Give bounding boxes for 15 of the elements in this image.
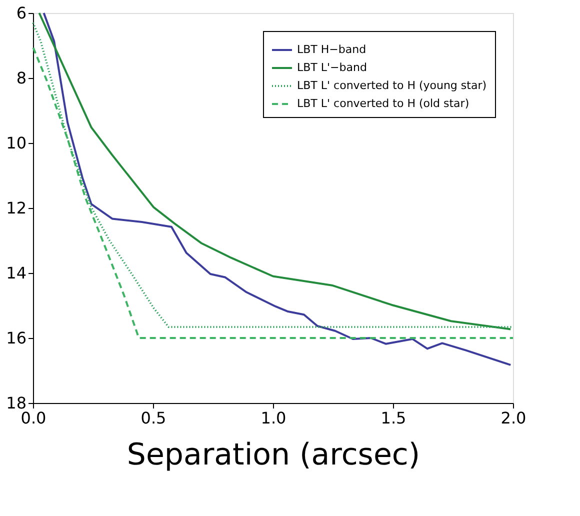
x-axis-title: Separation (arcsec) bbox=[126, 438, 420, 472]
y-tick-label: 10 bbox=[6, 134, 26, 152]
y-tick-label: 16 bbox=[6, 328, 26, 348]
legend-label: LBT L' converted to H (young star) bbox=[297, 79, 487, 92]
x-tick-label: 0.5 bbox=[140, 408, 166, 428]
x-tick-label: 2.0 bbox=[500, 408, 526, 428]
y-tick-label: 12 bbox=[6, 198, 26, 218]
legend-label: LBT H−band bbox=[297, 43, 366, 56]
legend-label: LBT L' converted to H (old star) bbox=[297, 97, 470, 110]
y-tick-label: 6 bbox=[16, 4, 26, 22]
y-tick-label: 14 bbox=[6, 264, 26, 282]
x-tick-label: 1.0 bbox=[260, 408, 286, 428]
y-tick-label: 8 bbox=[16, 68, 26, 88]
legend-label: LBT L'−band bbox=[297, 61, 367, 74]
x-tick-label: 1.5 bbox=[380, 408, 406, 428]
